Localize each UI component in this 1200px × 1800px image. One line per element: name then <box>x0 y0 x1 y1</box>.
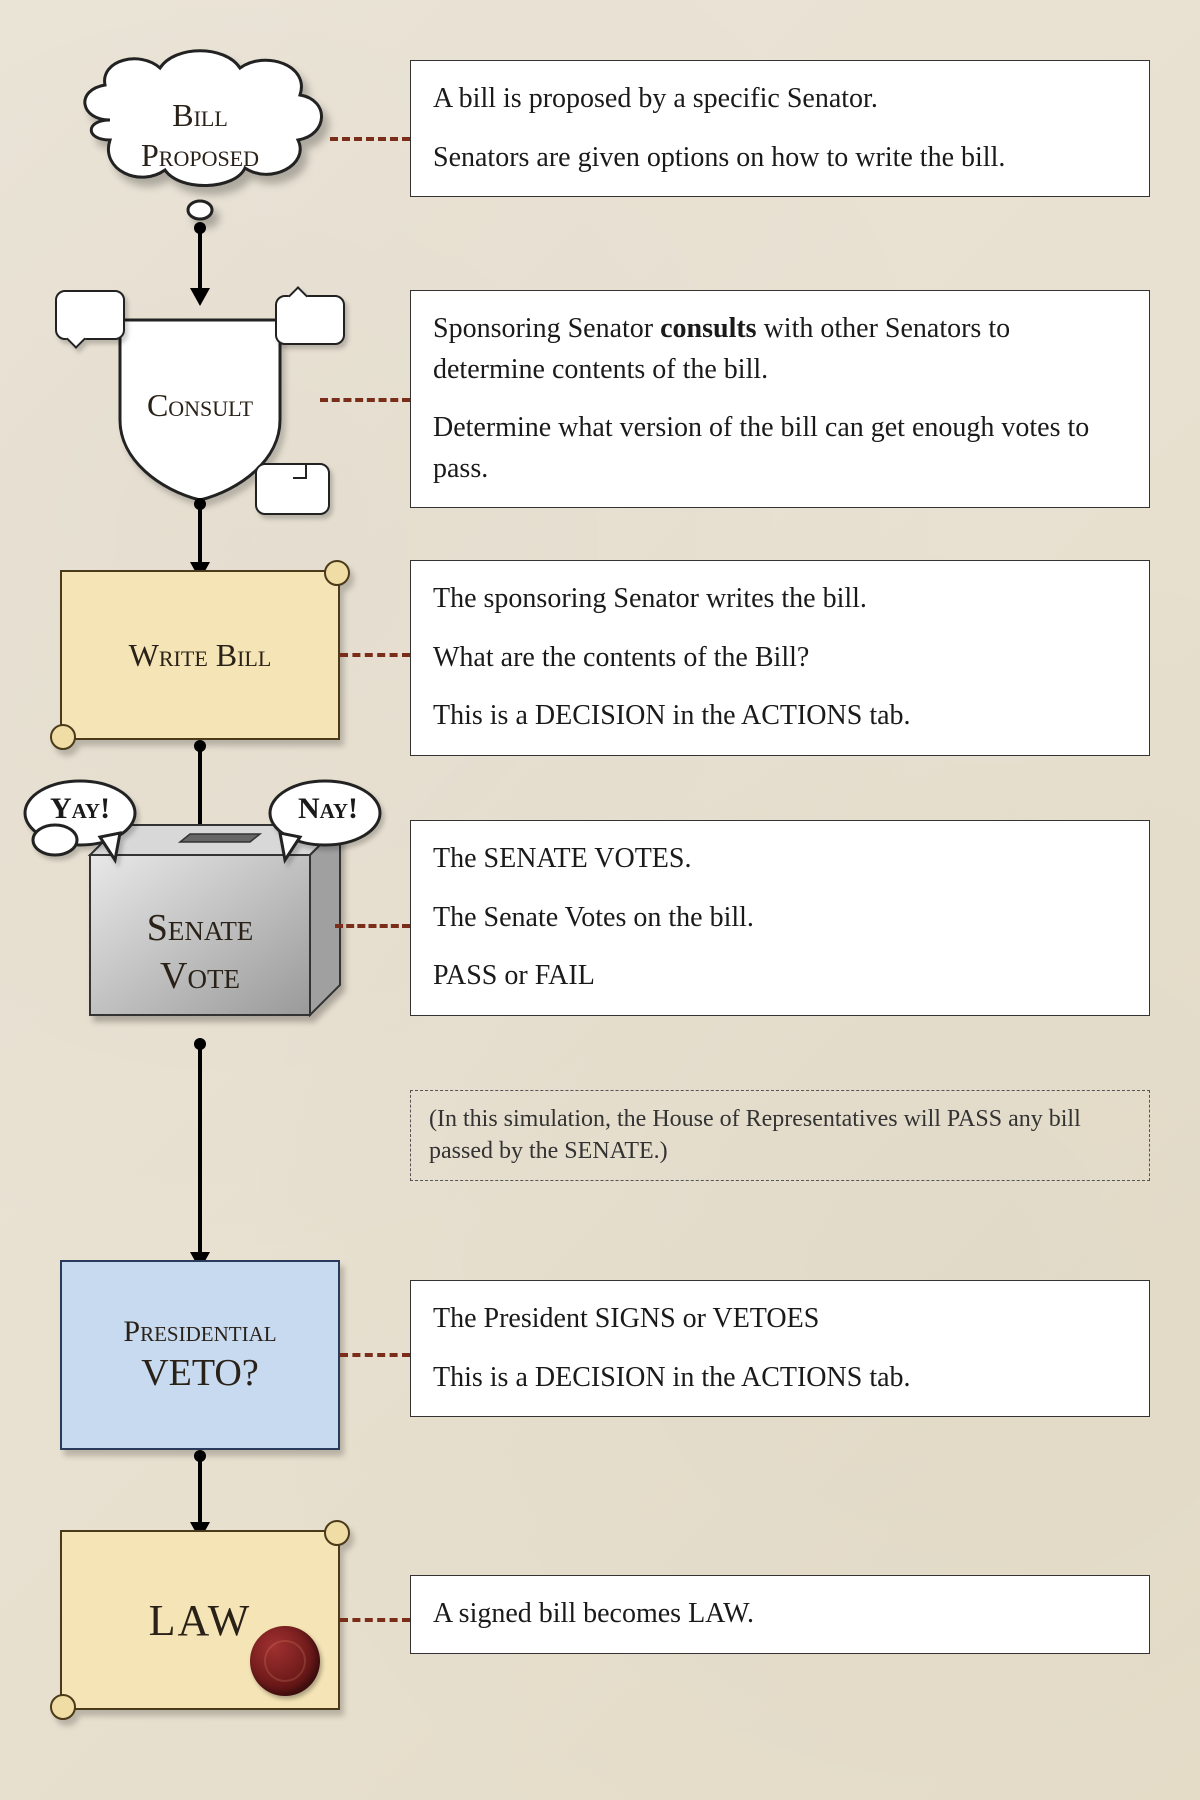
node-consult: Consult <box>60 290 340 510</box>
desc-consult-l2: Determine what version of the bill can g… <box>433 408 1127 489</box>
wax-seal-icon <box>250 1626 320 1696</box>
speech-bubble-icon <box>55 290 125 340</box>
node-senate-vote: Yay! Nay! Senate Vote <box>70 820 330 1020</box>
note-house: (In this simulation, the House of Repres… <box>410 1090 1150 1181</box>
desc-law: A signed bill becomes LAW. <box>410 1575 1150 1654</box>
desc-law-l1: A signed bill becomes LAW. <box>433 1594 1127 1635</box>
desc-write-bill-l3: This is a DECISION in the ACTIONS tab. <box>433 696 1127 737</box>
desc-senate-vote: The SENATE VOTES. The Senate Votes on th… <box>410 820 1150 1016</box>
desc-senate-vote-l1: The SENATE VOTES. <box>433 839 1127 880</box>
desc-senate-vote-l2: The Senate Votes on the bill. <box>433 898 1127 939</box>
flowchart-canvas: Bill Proposed A bill is proposed by a sp… <box>0 0 1200 1800</box>
arrow-2 <box>198 504 202 564</box>
arrow-5 <box>198 1456 202 1524</box>
speech-bubble-icon <box>275 295 345 345</box>
node-write-bill: Write Bill <box>60 570 340 740</box>
desc-presidential-veto: The President SIGNS or VETOES This is a … <box>410 1280 1150 1417</box>
speech-bubble-icon <box>255 463 330 515</box>
label-bill-proposed-1: Bill <box>172 97 228 133</box>
node-bill-proposed: Bill Proposed <box>60 50 340 220</box>
label-yay: Yay! <box>50 792 110 826</box>
label-senate-vote-1: Senate <box>147 907 254 949</box>
desc-senate-vote-l3: PASS or FAIL <box>433 956 1127 997</box>
connector-dashed-1 <box>330 137 410 141</box>
label-write-bill: Write Bill <box>129 635 272 675</box>
connector-dashed-2 <box>320 398 410 402</box>
desc-write-bill: The sponsoring Senator writes the bill. … <box>410 560 1150 756</box>
node-law: LAW <box>60 1530 340 1710</box>
desc-consult: Sponsoring Senator consults with other S… <box>410 290 1150 508</box>
label-consult: Consult <box>147 385 253 425</box>
desc-bill-proposed-l2: Senators are given options on how to wri… <box>433 138 1127 179</box>
arrow-4 <box>198 1044 202 1254</box>
desc-veto-l1: The President SIGNS or VETOES <box>433 1299 1127 1340</box>
desc-write-bill-l1: The sponsoring Senator writes the bill. <box>433 579 1127 620</box>
node-presidential-veto: Presidential VETO? <box>60 1260 340 1450</box>
label-veto-1: Presidential <box>123 1315 276 1348</box>
label-law: LAW <box>149 1593 252 1648</box>
label-nay: Nay! <box>298 792 358 826</box>
label-senate-vote-2: Vote <box>160 955 240 997</box>
connector-dashed-4 <box>335 924 410 928</box>
desc-write-bill-l2: What are the contents of the Bill? <box>433 638 1127 679</box>
desc-bill-proposed: A bill is proposed by a specific Senator… <box>410 60 1150 197</box>
desc-veto-l2: This is a DECISION in the ACTIONS tab. <box>433 1358 1127 1399</box>
arrow-1 <box>198 228 202 290</box>
desc-bill-proposed-l1: A bill is proposed by a specific Senator… <box>433 79 1127 120</box>
label-bill-proposed-2: Proposed <box>141 137 259 173</box>
note-house-text: (In this simulation, the House of Repres… <box>429 1106 1081 1164</box>
connector-dashed-3 <box>340 653 410 657</box>
connector-dashed-5 <box>340 1353 410 1357</box>
connector-dashed-6 <box>340 1618 410 1622</box>
label-veto-2: VETO? <box>141 1352 259 1394</box>
desc-consult-l1: Sponsoring Senator consults with other S… <box>433 309 1127 390</box>
